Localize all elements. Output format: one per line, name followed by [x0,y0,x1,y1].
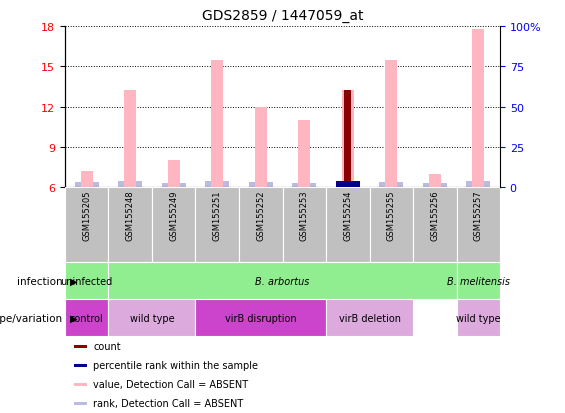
Bar [413,188,457,262]
Bar [205,181,229,188]
Bar [118,181,142,188]
Bar [344,91,351,188]
Text: GSM155249: GSM155249 [170,190,178,240]
Bar [326,188,370,262]
Bar [162,184,186,188]
Text: GSM155254: GSM155254 [344,190,352,240]
Bar [65,188,108,262]
Bar [73,345,88,348]
Text: GSM155248: GSM155248 [126,190,134,241]
Bar [168,161,180,188]
Bar [429,174,441,188]
Bar [379,183,403,188]
Bar [336,183,360,188]
Text: GSM155251: GSM155251 [213,190,221,240]
Bar [466,181,490,188]
Text: ▶: ▶ [69,276,77,286]
Text: wild type: wild type [456,313,501,323]
Text: control: control [70,313,103,323]
Bar [108,262,457,299]
Bar [457,188,500,262]
Bar [73,364,88,367]
Bar [75,183,99,188]
Text: rank, Detection Call = ABSENT: rank, Detection Call = ABSENT [93,399,244,408]
Text: infection: infection [16,276,62,286]
Bar [472,29,484,188]
Bar [65,262,108,299]
Bar [298,121,310,188]
Bar [152,188,195,262]
Bar [292,184,316,188]
Text: wild type: wild type [130,313,174,323]
Bar [423,184,447,188]
Text: GSM155252: GSM155252 [257,190,265,240]
Text: genotype/variation: genotype/variation [0,313,62,323]
Bar [108,188,152,262]
Text: GSM155205: GSM155205 [82,190,91,240]
Bar [457,262,500,299]
Bar [211,60,223,188]
Text: B. arbortus: B. arbortus [255,276,310,286]
Bar [249,183,273,188]
Bar [195,188,239,262]
Bar [81,172,93,188]
Bar [239,188,282,262]
Bar [108,299,195,337]
Text: GSM155253: GSM155253 [300,190,308,241]
Text: value, Detection Call = ABSENT: value, Detection Call = ABSENT [93,380,249,389]
Bar [282,188,326,262]
Bar [73,383,88,386]
Bar [342,91,354,188]
Text: B. melitensis: B. melitensis [447,276,510,286]
Bar [336,181,360,188]
Bar [370,188,413,262]
Bar [124,91,136,188]
Text: virB deletion: virB deletion [338,313,401,323]
Bar [255,107,267,188]
Text: virB disruption: virB disruption [225,313,297,323]
Text: ▶: ▶ [69,313,77,323]
Text: percentile rank within the sample: percentile rank within the sample [93,360,258,370]
Bar [65,299,108,337]
Bar [457,299,500,337]
Text: GSM155257: GSM155257 [474,190,483,241]
Bar [326,299,413,337]
Text: uninfected: uninfected [60,276,113,286]
Title: GDS2859 / 1447059_at: GDS2859 / 1447059_at [202,9,363,23]
Bar [73,402,88,405]
Bar [385,60,397,188]
Text: GSM155256: GSM155256 [431,190,439,241]
Text: GSM155255: GSM155255 [387,190,396,240]
Text: count: count [93,341,121,351]
Bar [195,299,326,337]
